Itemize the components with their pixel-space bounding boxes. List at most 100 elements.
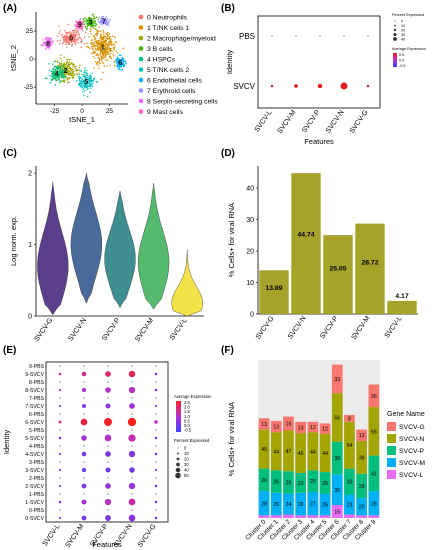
scatter-point bbox=[100, 17, 102, 20]
scatter-point bbox=[62, 38, 65, 40]
plot-frame bbox=[257, 15, 381, 109]
legend-label: SVCV-P bbox=[399, 448, 424, 455]
segment-label: 38 bbox=[359, 455, 365, 461]
scatter-point bbox=[99, 53, 101, 55]
scatter-point bbox=[57, 68, 59, 70]
scatter-point bbox=[59, 79, 61, 82]
scatter-point bbox=[80, 37, 82, 39]
dot bbox=[130, 460, 134, 464]
scatter-point bbox=[89, 19, 92, 22]
scatter-point bbox=[91, 72, 94, 75]
dot bbox=[294, 84, 298, 88]
scatter-point bbox=[64, 70, 67, 72]
segment-label: 16 bbox=[286, 422, 292, 428]
data-label: 25.05 bbox=[329, 266, 346, 273]
scatter-point bbox=[118, 54, 121, 56]
scatter-point bbox=[79, 79, 81, 82]
data-label: 44.74 bbox=[297, 232, 314, 239]
scatter-point bbox=[72, 37, 75, 40]
legend-title: Average Expression bbox=[392, 47, 426, 51]
legend-label: 8 Serpin-secreting cells bbox=[147, 98, 218, 105]
scatter-point bbox=[85, 27, 88, 30]
scatter-point bbox=[90, 33, 93, 35]
scatter-point bbox=[118, 65, 121, 67]
legend-color-label: 0.0 bbox=[184, 423, 190, 428]
scatter-point bbox=[80, 38, 83, 41]
scatter-point bbox=[53, 74, 56, 77]
scatter-point bbox=[77, 72, 80, 74]
scatter-point bbox=[93, 27, 95, 29]
legend-marker bbox=[138, 77, 144, 83]
row-label: 1-PBS bbox=[29, 492, 45, 498]
legend-label: SVCV-M bbox=[399, 460, 425, 467]
scatter-point bbox=[105, 51, 108, 53]
legend-title: Gene Name bbox=[387, 411, 425, 418]
cluster-label: 1 bbox=[101, 44, 105, 51]
scatter-point bbox=[62, 64, 64, 66]
scatter-point bbox=[66, 36, 69, 38]
scatter-point bbox=[70, 41, 73, 44]
y-axis-label: % Cells+ for viral RNA bbox=[227, 402, 236, 476]
dot bbox=[130, 492, 134, 496]
scatter-point bbox=[76, 24, 78, 26]
scatter-point bbox=[63, 35, 65, 38]
scatter-point bbox=[86, 19, 88, 22]
scatter-point bbox=[109, 64, 111, 67]
scatter-point bbox=[77, 27, 79, 29]
scatter-point bbox=[77, 29, 79, 32]
legend-swatch bbox=[387, 422, 396, 431]
scatter-point bbox=[81, 29, 84, 32]
scatter-point bbox=[72, 40, 74, 42]
scatter-point bbox=[92, 26, 94, 28]
y-axis-label: Identity bbox=[225, 50, 234, 74]
cluster-label: 4 bbox=[55, 71, 59, 78]
scatter-point bbox=[60, 57, 62, 60]
scatter-point bbox=[73, 33, 75, 35]
scatter-point bbox=[51, 63, 54, 65]
legend-marker bbox=[138, 56, 144, 62]
scatter-point bbox=[74, 34, 77, 36]
scatter-point bbox=[76, 69, 78, 71]
scatter-point bbox=[113, 60, 115, 63]
dot bbox=[82, 396, 86, 400]
scatter-point bbox=[107, 37, 109, 40]
scatter-point bbox=[100, 24, 102, 26]
x-tick-label: SVCV-N bbox=[67, 317, 88, 342]
dot bbox=[340, 82, 348, 90]
legend-color-label: -0.5 bbox=[184, 428, 192, 433]
legend-color-label: 2.0 bbox=[184, 405, 190, 410]
scatter-point bbox=[85, 86, 88, 88]
scatter-point bbox=[55, 79, 57, 82]
scatter-point bbox=[88, 82, 90, 85]
scatter-point bbox=[90, 84, 92, 86]
dot bbox=[154, 372, 158, 376]
scatter-point bbox=[101, 41, 103, 43]
scatter-point bbox=[68, 35, 71, 37]
scatter-point bbox=[101, 15, 104, 18]
scatter-point bbox=[74, 68, 77, 70]
scatter-point bbox=[94, 61, 97, 63]
scatter-point bbox=[78, 77, 81, 80]
y-axis-label: tSNE_2 bbox=[9, 45, 18, 71]
segment-label: 26 bbox=[261, 478, 267, 484]
scatter-point bbox=[64, 67, 67, 69]
segment-label: 38 bbox=[334, 456, 340, 462]
dot bbox=[154, 420, 158, 424]
bar-segment bbox=[344, 514, 355, 518]
panel-e-dotplot: 9-PBS 9-SVCV 8-PBS 8-SVCV 7-PBS 7-SVCV 6-PBS 6-… bbox=[2, 361, 212, 549]
scatter-point bbox=[101, 21, 103, 23]
dot bbox=[130, 396, 134, 400]
bar-segment bbox=[283, 471, 294, 494]
scatter-point bbox=[88, 35, 90, 38]
scatter-point bbox=[50, 70, 53, 72]
scatter-point bbox=[66, 40, 68, 43]
scatter-point bbox=[64, 77, 66, 79]
panel-label-e: (E) bbox=[3, 345, 16, 356]
x-tick-label: SVCV-G bbox=[34, 317, 55, 343]
scatter-point bbox=[108, 20, 110, 23]
x-tick-label: SVCV-L bbox=[169, 317, 189, 341]
scatter-point bbox=[61, 68, 64, 70]
scatter-point bbox=[97, 56, 100, 59]
scatter-point bbox=[100, 78, 103, 81]
scatter-point bbox=[89, 81, 92, 84]
